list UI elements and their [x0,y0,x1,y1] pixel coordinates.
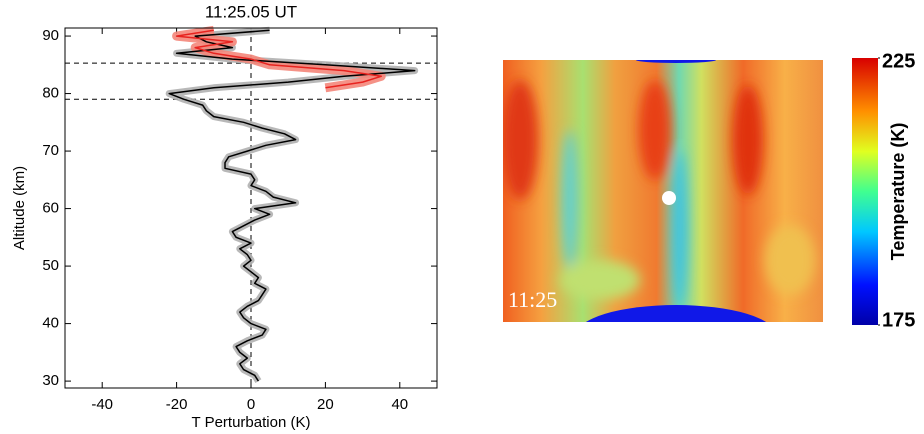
y-tick-label: 50 [42,257,59,274]
colorbar-tick-label: 225 [882,50,915,72]
colorbar-label: Temperature (K) [888,123,908,261]
colorbar-tick-label: 175 [882,309,915,331]
y-axis-label: Altitude (km) [11,166,28,250]
chart-title: 11:25.05 UT [205,2,297,21]
uncertainty-band [165,26,419,383]
y-tick-label: 80 [42,85,59,102]
y-tick-label: 30 [42,372,59,389]
x-tick-label: -20 [166,396,188,413]
airglow-image [503,60,823,322]
y-tick-label: 60 [42,200,59,217]
x-tick-label: 40 [391,396,408,413]
marker-dot [662,191,676,205]
image-texture [503,80,815,310]
plot-frame [64,27,438,389]
image-annotation: 11:25 [508,287,557,312]
profile-chart: 11:25.05 UT T Perturbation (K) Altitude (k… [11,2,438,431]
y-tick-label: 90 [42,27,59,44]
profile-line [175,29,382,89]
profile-line [168,29,416,382]
y-tick-label: 70 [42,142,59,159]
image-panel: 11:25 175 225 Temperature (K) [503,50,915,331]
colorbar [852,58,878,325]
y-tick-label: 40 [42,315,59,332]
dome-top [636,60,716,63]
x-tick-label: -40 [91,396,113,413]
x-axis-label: T Perturbation (K) [192,414,311,431]
dome [585,305,767,322]
x-tick-label: 20 [317,396,334,413]
x-tick-label: 0 [247,396,255,413]
